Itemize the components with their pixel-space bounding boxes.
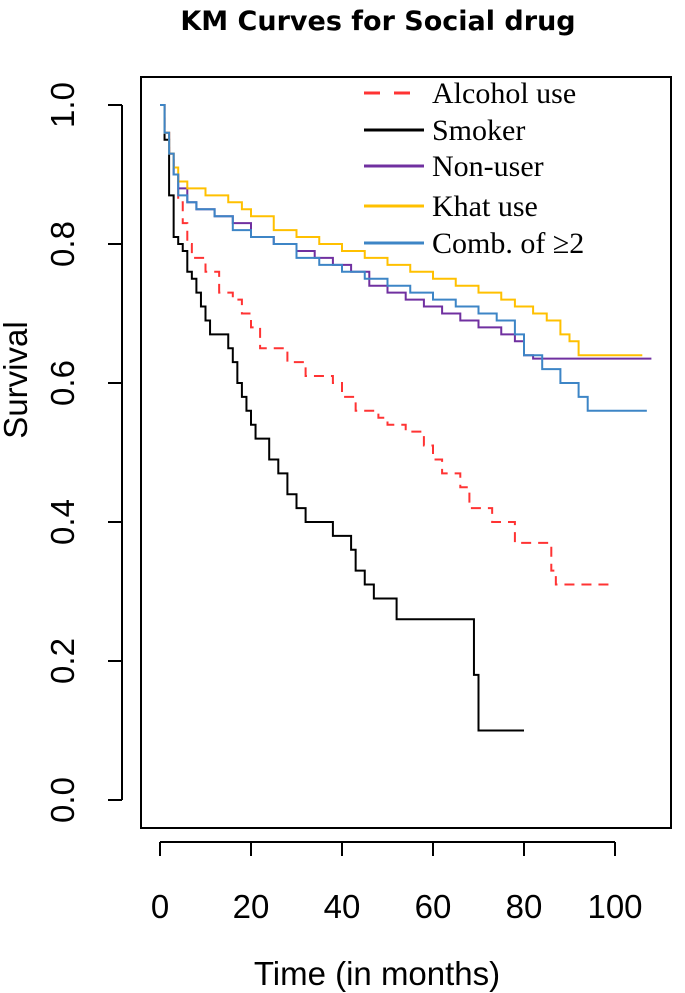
- series-line-3: [160, 104, 652, 360]
- y-tick-label: 0.4: [44, 499, 81, 545]
- series-line-2: [160, 104, 524, 732]
- y-axis-title: Survival: [0, 321, 34, 438]
- chart-title: KM Curves for Social drug: [180, 6, 575, 37]
- y-tick-label: 1.0: [44, 82, 81, 128]
- series-line-1: [160, 104, 615, 586]
- plot-frame: [140, 76, 672, 829]
- y-tick-label: 0.0: [44, 777, 81, 823]
- legend-label: Non-user: [432, 150, 544, 183]
- series-group: [160, 104, 652, 732]
- legend-label: Khat use: [432, 190, 538, 223]
- legend-label: Smoker: [432, 114, 525, 147]
- y-tick-label: 0.2: [44, 638, 81, 684]
- x-tick-label: 80: [506, 888, 543, 925]
- y-tick-label: 0.6: [44, 360, 81, 406]
- y-axis: 0.0 0.2 0.4 0.6 0.8 1.0: [44, 82, 123, 823]
- series-line-4: [160, 104, 643, 357]
- x-tick-label: 60: [415, 888, 452, 925]
- y-tick-label: 0.8: [44, 221, 81, 267]
- x-tick-label: 40: [324, 888, 361, 925]
- legend-label: Comb. of ≥2: [432, 227, 584, 260]
- x-tick-label: 20: [233, 888, 270, 925]
- x-axis-title: Time (in months): [254, 955, 500, 992]
- legend-label: Alcohol use: [432, 77, 576, 110]
- series-line-5: [160, 104, 647, 412]
- x-axis: 0 20 40 60 80 100: [151, 841, 643, 925]
- x-tick-label: 100: [587, 888, 642, 925]
- x-tick-label: 0: [151, 888, 169, 925]
